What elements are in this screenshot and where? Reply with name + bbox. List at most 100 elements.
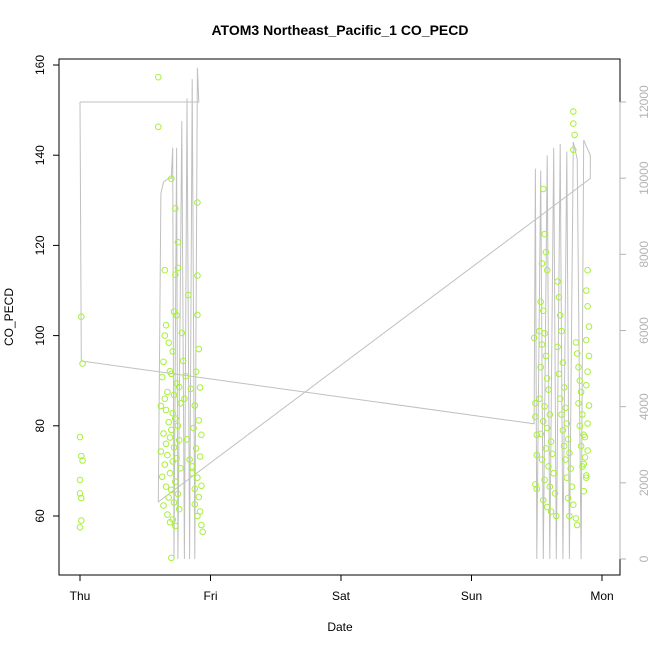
data-point bbox=[546, 411, 554, 418]
data-point bbox=[542, 445, 550, 452]
data-point bbox=[165, 418, 172, 426]
y2-tick-label: 0 bbox=[637, 555, 650, 562]
data-point bbox=[540, 185, 547, 193]
data-point bbox=[169, 409, 176, 417]
data-point bbox=[576, 377, 584, 385]
y-tick-label: 120 bbox=[33, 235, 47, 255]
data-point bbox=[564, 436, 572, 443]
y2-tick-label: 2000 bbox=[637, 469, 650, 496]
data-point bbox=[158, 473, 166, 481]
data-point bbox=[79, 360, 86, 367]
data-point bbox=[581, 433, 589, 441]
x-axis-label: Date bbox=[327, 620, 353, 634]
data-point bbox=[157, 448, 165, 455]
data-point bbox=[168, 486, 175, 494]
data-point bbox=[585, 402, 593, 409]
data-point bbox=[547, 438, 555, 445]
data-point bbox=[172, 478, 179, 486]
data-point bbox=[583, 474, 590, 482]
data-point bbox=[195, 493, 203, 501]
data-point bbox=[545, 386, 552, 394]
data-point bbox=[170, 499, 178, 506]
data-point bbox=[157, 402, 165, 410]
data-point bbox=[542, 352, 550, 360]
data-point bbox=[575, 363, 582, 371]
data-point bbox=[555, 370, 563, 378]
data-point bbox=[170, 391, 178, 399]
secondary-series-line bbox=[79, 67, 591, 560]
data-point bbox=[577, 388, 585, 396]
data-point bbox=[76, 476, 84, 484]
data-point bbox=[580, 460, 588, 468]
data-point bbox=[179, 357, 187, 365]
data-point bbox=[165, 339, 172, 347]
data-point bbox=[195, 345, 203, 353]
y-tick-label: 140 bbox=[33, 145, 47, 165]
data-point bbox=[555, 294, 563, 301]
data-point bbox=[169, 348, 176, 355]
data-point bbox=[537, 298, 545, 306]
data-point bbox=[170, 444, 178, 451]
data-point bbox=[174, 422, 182, 430]
data-point bbox=[547, 508, 555, 515]
data-point bbox=[158, 373, 166, 381]
data-point bbox=[162, 321, 170, 329]
data-point bbox=[195, 417, 203, 424]
data-point bbox=[570, 108, 577, 115]
data-point bbox=[177, 400, 184, 407]
data-point bbox=[76, 433, 84, 441]
data-point bbox=[166, 519, 174, 526]
data-point bbox=[172, 522, 179, 530]
data-point bbox=[558, 411, 565, 418]
data-point bbox=[173, 312, 180, 319]
data-point bbox=[541, 403, 548, 410]
data-point bbox=[541, 476, 548, 484]
data-point bbox=[191, 402, 199, 409]
data-point bbox=[175, 436, 183, 444]
data-point bbox=[198, 521, 205, 529]
y2-tick-label: 10000 bbox=[637, 161, 650, 195]
data-point bbox=[191, 501, 199, 508]
data-point bbox=[533, 451, 541, 459]
data-point bbox=[558, 327, 565, 335]
data-point bbox=[532, 400, 539, 407]
data-point bbox=[76, 524, 84, 531]
data-point bbox=[564, 494, 572, 502]
data-point bbox=[540, 307, 547, 315]
data-point bbox=[78, 313, 85, 321]
data-point bbox=[79, 457, 86, 464]
data-point bbox=[533, 431, 541, 439]
data-point bbox=[162, 440, 170, 448]
data-point bbox=[580, 487, 588, 495]
data-point bbox=[172, 415, 179, 422]
data-point bbox=[579, 411, 586, 418]
data-point bbox=[538, 456, 546, 463]
data-point bbox=[543, 266, 551, 274]
data-point bbox=[185, 291, 192, 299]
data-point bbox=[570, 501, 577, 509]
data-point bbox=[554, 343, 561, 351]
x-axis: Thu Fri Sat Sun Mon bbox=[70, 574, 614, 603]
data-point bbox=[583, 287, 590, 294]
data-point bbox=[530, 334, 538, 342]
data-point bbox=[546, 483, 554, 491]
data-point bbox=[169, 458, 176, 465]
y-tick-label: 100 bbox=[33, 325, 47, 345]
data-point bbox=[577, 442, 585, 450]
data-point bbox=[178, 329, 186, 337]
data-point bbox=[177, 464, 184, 472]
data-point bbox=[584, 420, 591, 427]
data-point bbox=[194, 474, 201, 482]
data-point bbox=[194, 272, 201, 279]
data-point bbox=[562, 456, 569, 463]
data-point bbox=[192, 445, 200, 452]
data-point bbox=[543, 375, 551, 382]
data-point bbox=[160, 358, 167, 366]
data-point bbox=[161, 332, 169, 339]
data-point bbox=[196, 384, 204, 391]
y-axis-left: 60 80 100 120 140 160 bbox=[33, 55, 60, 523]
data-point bbox=[556, 395, 564, 403]
data-point bbox=[584, 266, 591, 274]
data-point bbox=[168, 370, 175, 378]
